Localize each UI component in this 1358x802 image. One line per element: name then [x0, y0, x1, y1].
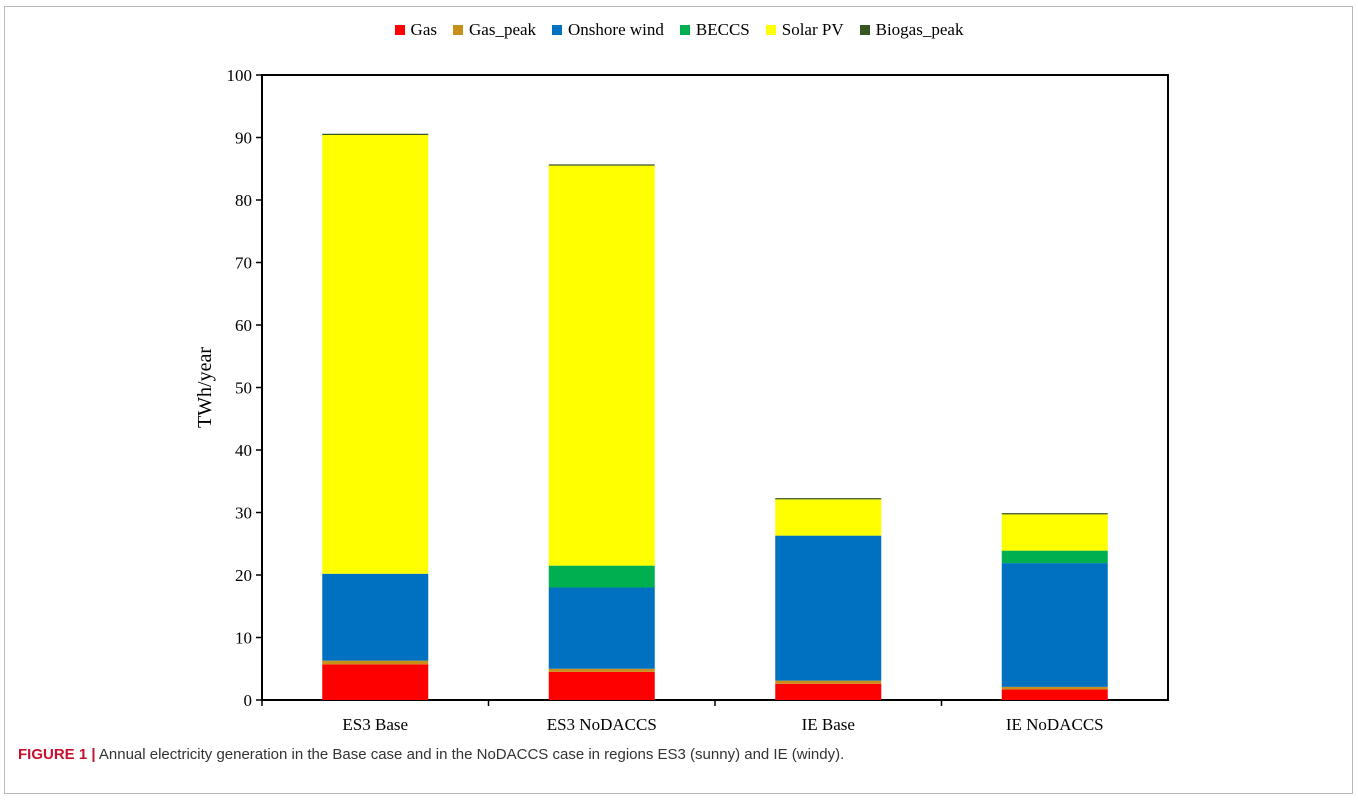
y-tick-label: 0 [244, 691, 253, 710]
bar-segment-solar-pv [1001, 514, 1108, 551]
figure-caption-label: FIGURE 1 | [18, 746, 96, 763]
bar-segment-solar-pv [322, 135, 429, 574]
y-tick-label: 100 [227, 66, 253, 85]
legend-swatch [394, 25, 405, 35]
y-tick-label: 70 [235, 254, 252, 273]
figure-caption: FIGURE 1 | Annual electricity generation… [18, 746, 1338, 763]
legend-label: Gas_peak [469, 20, 537, 39]
legend-label: Solar PV [781, 20, 844, 39]
legend-label: Onshore wind [568, 20, 664, 39]
x-category-label: IE Base [802, 715, 855, 734]
bar-segment-biogas-peak [775, 498, 882, 500]
bar-segment-biogas-peak [322, 133, 429, 135]
x-category-label: ES3 NoDACCS [547, 715, 657, 734]
x-category-label: ES3 Base [342, 715, 408, 734]
y-tick-label: 80 [235, 191, 252, 210]
figure-caption-text: Annual electricity generation in the Bas… [95, 746, 845, 763]
bar-segment-gas [322, 664, 429, 700]
figure-frame [4, 6, 1353, 794]
legend-swatch [765, 25, 776, 35]
bar-segment-biogas-peak [548, 164, 655, 166]
legend-swatch [552, 25, 563, 35]
legend-item: Gas [394, 20, 437, 40]
y-tick-label: 30 [235, 504, 252, 523]
y-axis-title: TWh/year [194, 347, 216, 428]
legend-swatch [453, 25, 463, 35]
bar-segment-onshore-wind [548, 587, 655, 669]
legend-item: BECCS [679, 20, 750, 40]
chart-legend: Gas Gas_peak Onshore wind BECCS Solar PV Biog… [0, 20, 1358, 40]
x-category-label: IE NoDACCS [1006, 715, 1104, 734]
bar-segment-gas-peak [322, 660, 429, 665]
bar-segment-solar-pv [548, 165, 655, 566]
y-tick-label: 40 [235, 441, 252, 460]
bar-segment-onshore-wind [1001, 563, 1108, 687]
legend-label: BECCS [695, 20, 750, 39]
bar-segment-beccs [1001, 550, 1108, 564]
bar-segment-onshore-wind [322, 573, 429, 661]
bar-segment-gas [775, 683, 882, 700]
bar-segment-gas-peak [1001, 686, 1108, 690]
legend-item: Biogas_peak [859, 20, 964, 40]
y-tick-label: 10 [235, 629, 252, 648]
y-tick-label: 90 [235, 129, 252, 148]
bar-segment-biogas-peak [1001, 513, 1108, 515]
legend-swatch [859, 25, 870, 35]
legend-item: Gas_peak [453, 20, 536, 40]
bar-segment-beccs [548, 565, 655, 588]
legend-item: Onshore wind [552, 20, 664, 40]
bar-segment-gas [1001, 689, 1108, 700]
y-tick-label: 50 [235, 379, 252, 398]
bar-segment-gas-peak [775, 680, 882, 684]
bar-segment-gas [548, 671, 655, 700]
legend-swatch [679, 25, 690, 35]
bar-segment-solar-pv [775, 499, 882, 536]
bar-segment-gas-peak [548, 668, 655, 672]
legend-label: Gas [410, 20, 437, 39]
legend-item: Solar PV [765, 20, 844, 40]
bar-segment-onshore-wind [775, 535, 882, 681]
legend-label: Biogas_peak [875, 20, 964, 39]
y-tick-label: 20 [235, 566, 252, 585]
y-tick-label: 60 [235, 316, 252, 335]
